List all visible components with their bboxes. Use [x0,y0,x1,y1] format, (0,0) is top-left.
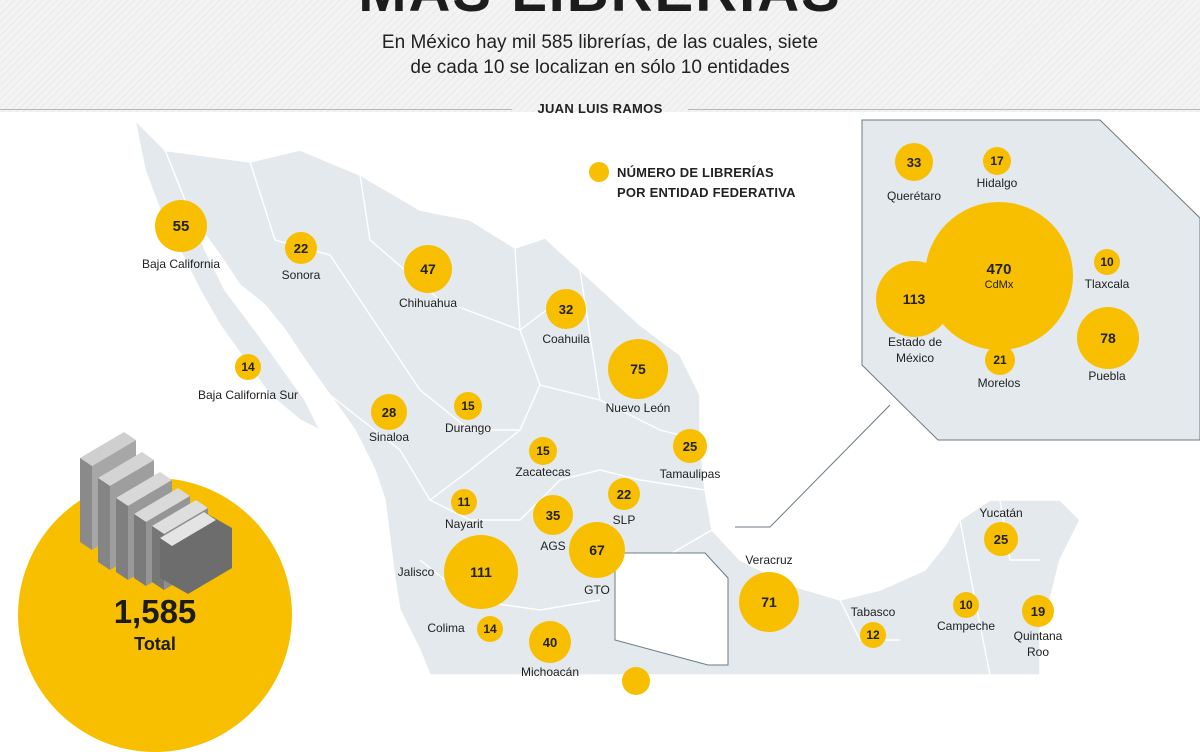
cdmx-stack: 470 CdMx [985,262,1014,291]
header-band: MÁS LIBRERÍAS En México hay mil 585 libr… [0,0,1200,112]
bubble-sonora: 22 [285,232,317,264]
label-nuevo-leon: Nuevo León [605,401,671,415]
label-estado-de-mexico: Estado de México [872,334,958,366]
bubble-queretaro: 33 [895,143,933,181]
label-quintana-roo: Quintana Roo [1006,628,1070,660]
label-hidalgo: Hidalgo [976,176,1018,190]
legend-line-2: POR ENTIDAD FEDERATIVA [617,185,796,200]
label-tabasco: Tabasco [850,605,896,619]
bubble-morelos: 21 [985,345,1015,375]
label-morelos: Morelos [977,376,1021,390]
bubble-nayarit: 11 [451,489,477,515]
label-quintana-roo-line-1: Quintana [1013,629,1063,643]
byline-divider-right [688,109,1200,110]
label-colima: Colima [427,621,465,635]
label-gto: GTO [584,583,610,597]
bubble-baja-california: 55 [155,200,207,252]
label-baja-california: Baja California [141,257,221,271]
label-estado-de-mexico-line-2: México [895,351,934,365]
legend-swatch [589,162,609,182]
bubble-nuevo-leon: 75 [608,339,668,399]
subtitle: En México hay mil 585 librerías, de las … [340,30,860,80]
cdmx-name: CdMx [984,278,1014,291]
bubble-partial-south [622,667,650,695]
bubble-coahuila: 32 [546,289,586,329]
mainland-shape [160,149,1081,675]
byline-divider-left [0,109,512,110]
zoom-connector-line [735,404,891,528]
bubble-veracruz: 71 [739,572,799,632]
label-veracruz: Veracruz [745,553,793,567]
bubble-zacatecas: 15 [529,437,557,465]
label-slp: SLP [612,513,636,527]
label-tamaulipas: Tamaulipas [659,467,721,481]
bubble-michoacan: 40 [529,621,571,663]
label-nayarit: Nayarit [444,517,483,531]
label-durango: Durango [444,421,492,435]
label-sinaloa: Sinaloa [368,430,410,444]
bubble-colima: 14 [477,616,503,642]
bubble-chihuahua: 47 [404,245,452,293]
label-coahuila: Coahuila [542,332,590,346]
total-label: Total [134,634,176,654]
books-icon [80,432,232,594]
label-jalisco: Jalisco [397,565,435,579]
total-value: 1,585 [113,593,197,630]
label-queretaro: Querétaro [886,189,942,203]
label-chihuahua: Chihuahua [398,296,458,310]
bubble-slp: 22 [608,478,640,510]
bubble-cdmx: 470 CdMx [925,202,1073,350]
bubble-durango: 15 [454,392,482,420]
bubble-jalisco: 111 [444,535,518,609]
bubble-ags: 35 [533,495,573,535]
label-estado-de-mexico-line-1: Estado de [887,335,943,349]
legend: NÚMERO DE LIBRERÍAS POR ENTIDAD FEDERATI… [617,163,796,203]
bubble-campeche: 10 [953,592,979,618]
label-yucatan: Yucatán [979,506,1023,520]
bubble-baja-california-sur: 14 [235,354,261,380]
subtitle-line-1: En México hay mil 585 librerías, de las … [381,32,819,53]
label-campeche: Campeche [936,619,996,633]
label-tlaxcala: Tlaxcala [1084,277,1130,291]
byline: JUAN LUIS RAMOS [537,101,663,116]
legend-line-1: NÚMERO DE LIBRERÍAS [617,165,774,180]
bubble-yucatan: 25 [984,522,1018,556]
label-ags: AGS [540,539,566,553]
zoom-region-outline [614,552,729,666]
bubble-puebla: 78 [1077,307,1139,369]
label-quintana-roo-line-2: Roo [1026,645,1049,659]
page-title: MÁS LIBRERÍAS [0,0,1200,25]
label-michoacan: Michoacán [520,665,580,679]
bubble-gto: 67 [569,522,625,578]
bubble-quintana-roo: 19 [1022,595,1054,627]
subtitle-line-2: de cada 10 se localizan en sólo 10 entid… [410,57,790,78]
bubble-tamaulipas: 25 [673,429,707,463]
cdmx-value: 470 [986,260,1012,278]
label-sonora: Sonora [281,268,321,282]
bubble-tlaxcala: 10 [1094,249,1120,275]
bubble-sinaloa: 28 [371,394,407,430]
label-zacatecas: Zacatecas [515,465,571,479]
label-puebla: Puebla [1088,369,1126,383]
label-baja-california-sur: Baja California Sur [197,388,299,402]
bubble-hidalgo: 17 [983,147,1011,175]
bubble-tabasco: 12 [860,622,886,648]
